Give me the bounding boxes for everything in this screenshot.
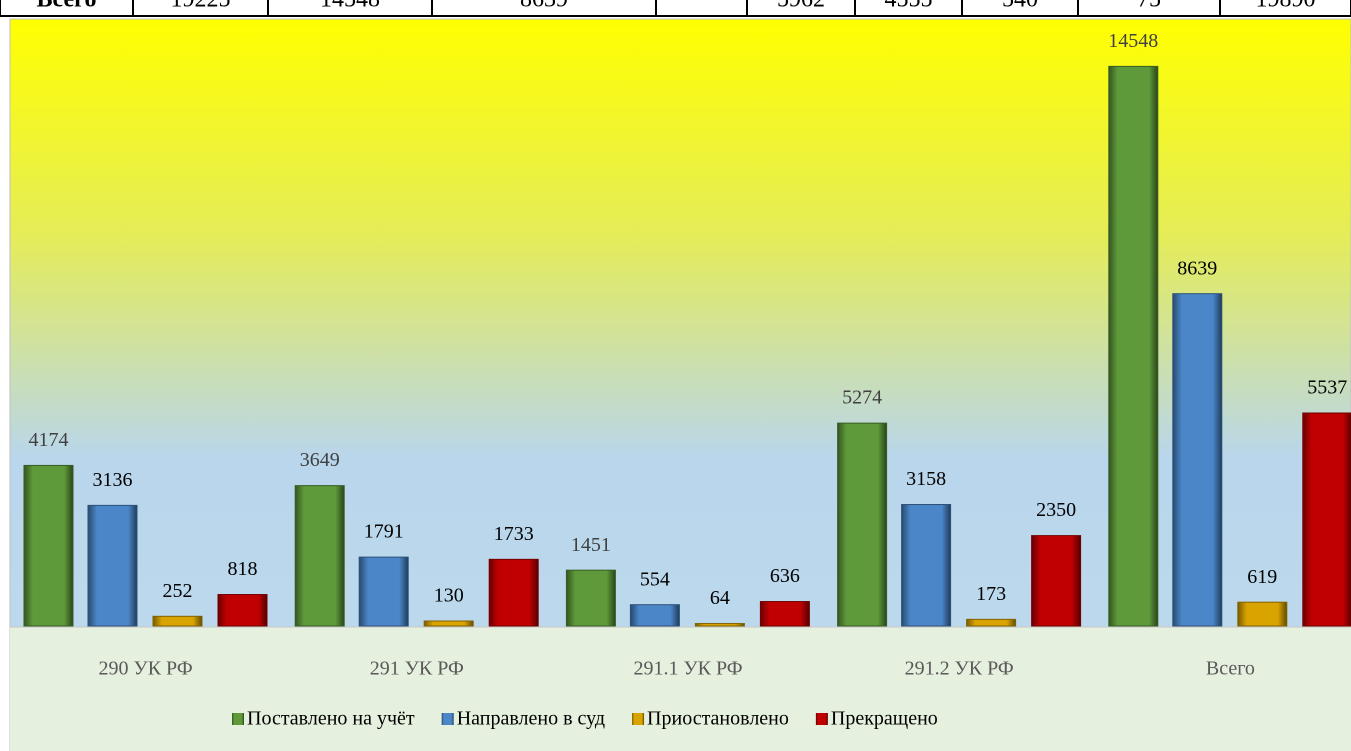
legend: Поставлено на учёт Направлено в суд Приост… [232,708,938,730]
table-cell: 75 [1137,0,1161,13]
legend-label: Приостановлено [647,708,789,730]
bar [217,594,268,627]
plot: 290 УК РФ 4174 3136 252 818 291 УК РФ 3649 1791… [23,30,1351,730]
legend-label: Поставлено на учёт [247,708,415,730]
data-label: 554 [640,568,670,590]
bar [901,504,952,627]
data-label: 14548 [1108,30,1158,52]
table-cell: 540 [1002,0,1038,13]
x-tick-label: 291.2 УК РФ [905,658,1014,680]
data-label: 3649 [300,449,340,471]
data-label: 1733 [494,523,534,545]
bar [87,504,138,627]
legend-label: Направлено в суд [457,708,605,730]
legend-swatch [441,713,454,725]
data-label: 3158 [906,468,946,490]
bar [966,618,1017,627]
bar [1108,65,1159,627]
x-tick-label: 291 УК РФ [370,658,464,680]
data-label: 5274 [842,387,882,409]
axis-band [10,627,1351,751]
data-label: 2350 [1036,499,1076,521]
data-label: 818 [228,558,258,580]
bar [629,604,680,627]
table-cell: 8639 [520,0,568,13]
data-label: 636 [770,565,800,587]
data-label: 1451 [571,534,611,556]
table-cell: 4555 [885,0,933,13]
table-cell: 14548 [320,0,380,13]
data-label: 130 [434,585,464,607]
bar [565,569,616,627]
data-label: 173 [976,583,1006,605]
table-cell: 5962 [777,0,825,13]
data-label: 252 [163,580,193,602]
legend-swatch [232,713,244,725]
bar [152,615,203,627]
data-label: 1791 [364,521,404,543]
bar [1031,535,1082,627]
table-cell: 19890 [1256,0,1316,13]
x-tick-label: Всего [1206,658,1255,680]
bar [837,422,888,627]
bar [1237,601,1288,627]
data-label: 8639 [1177,257,1217,279]
bar [488,558,539,627]
data-label: 3136 [93,469,133,491]
bar [23,464,74,627]
bar [1172,293,1223,627]
table-cell: Всего [37,0,97,13]
bar [294,485,345,627]
legend-swatch [815,713,828,725]
table-row: Всего 19225 14548 8639 5962 4555 540 75 19890 [0,0,1351,17]
legend-swatch [632,713,645,725]
x-tick-label: 291.1 УК РФ [633,658,742,680]
legend-label: Прекращено [831,708,938,730]
data-label: 4174 [29,429,69,451]
bar [694,623,745,627]
x-tick-label: 290 УК РФ [99,658,193,680]
bar [358,556,409,627]
data-label: 619 [1247,566,1277,588]
data-label: 5537 [1307,377,1347,399]
bar [1302,412,1351,627]
bar [759,601,810,627]
data-label: 64 [710,587,730,609]
bar [423,620,474,627]
table-cell: 19225 [171,0,231,13]
